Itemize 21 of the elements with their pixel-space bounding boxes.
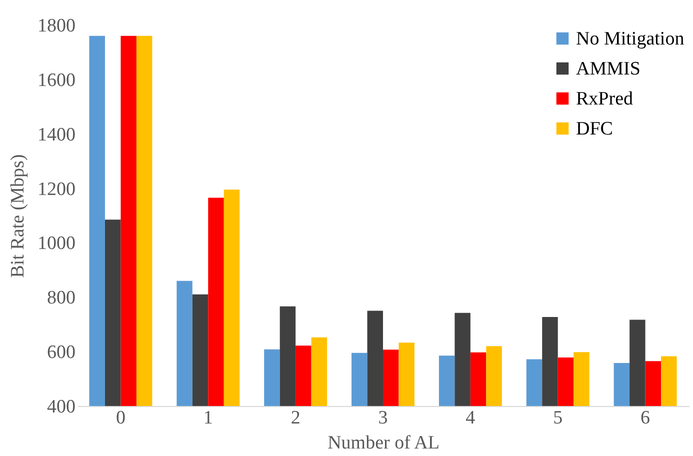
legend-label: RxPred [576, 88, 634, 110]
legend-label: AMMIS [576, 58, 640, 80]
y-tick-label: 1600 [38, 70, 76, 91]
x-tick-label: 5 [553, 408, 563, 428]
legend-label: No Mitigation [576, 28, 685, 50]
y-tick-label: 1800 [38, 16, 76, 36]
y-tick-label: 400 [47, 396, 76, 418]
x-tick-label: 6 [640, 408, 650, 428]
y-tick-label: 1200 [38, 178, 76, 200]
x-tick-label: 1 [203, 408, 213, 428]
x-axis-title: Number of AL [328, 432, 440, 454]
y-tick-label: 800 [47, 288, 76, 309]
x-tick-label: 0 [116, 408, 126, 428]
y-axis-title: Bit Rate (Mbps) [8, 154, 28, 278]
y-tick-label: 1000 [38, 233, 76, 254]
x-tick-label: 4 [466, 408, 476, 428]
legend-label: DFC [576, 118, 613, 140]
x-tick-label: 2 [290, 408, 300, 428]
y-tick-label: 600 [47, 342, 76, 364]
x-tick-label: 3 [378, 408, 388, 428]
y-tick-label: 1400 [38, 124, 76, 146]
